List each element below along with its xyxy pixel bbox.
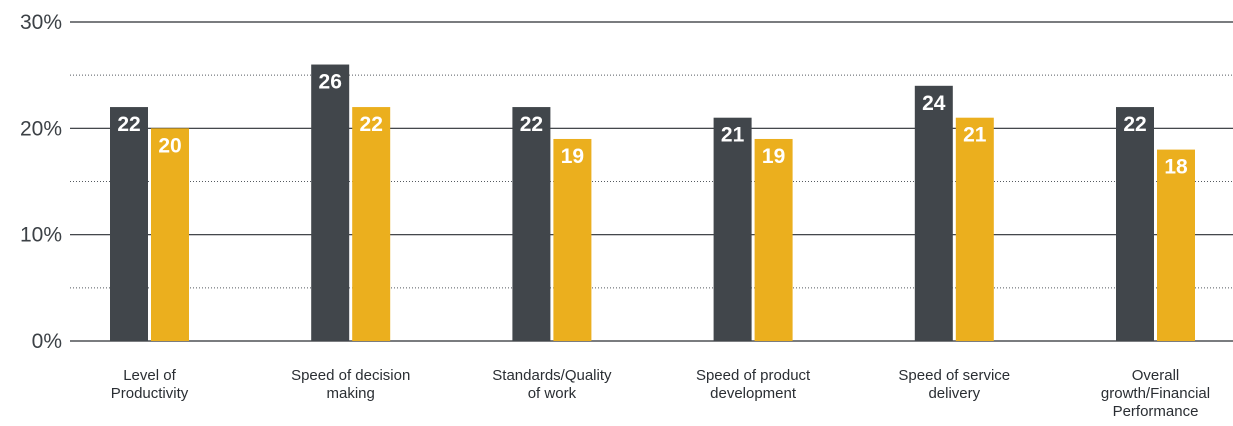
x-category-label: Level of Productivity xyxy=(111,367,189,402)
bar-series1-5 xyxy=(1116,107,1154,341)
x-category-label-line: delivery xyxy=(928,385,980,402)
bar-value-label: 19 xyxy=(561,145,584,168)
x-category-label: Speed of product development xyxy=(696,367,811,402)
x-category-label-line: Speed of decision xyxy=(291,367,410,384)
bars xyxy=(110,64,1195,342)
bar-series2-1 xyxy=(352,107,391,341)
y-axis-tick-labels: 0% 10% 20% 30% xyxy=(20,11,62,353)
bar-series1-1 xyxy=(311,64,350,342)
x-category-label: Speed of service delivery xyxy=(898,367,1010,402)
x-category-label-line: making xyxy=(327,385,375,402)
bar-series2-5 xyxy=(1157,149,1195,341)
x-category-label: Speed of decision making xyxy=(291,367,410,402)
x-category-label-line: Speed of service xyxy=(898,367,1010,384)
bar-series2-4 xyxy=(955,117,994,341)
x-category-label: Overall growth/Financial Performance xyxy=(1101,367,1210,420)
bar-series1-3 xyxy=(713,117,752,341)
x-axis-category-labels: Level of Productivity Speed of decision mak… xyxy=(111,367,1210,420)
x-category-label-line: growth/Financial xyxy=(1101,385,1210,402)
bar-series2-3 xyxy=(754,138,793,341)
bar-series1-4 xyxy=(914,85,953,341)
bar-value-label: 20 xyxy=(158,134,181,157)
bar-series2-2 xyxy=(553,138,592,341)
y-tick-label: 20% xyxy=(20,117,62,140)
bar-value-label: 26 xyxy=(319,71,342,94)
y-tick-label: 10% xyxy=(20,224,62,247)
bar-value-label: 24 xyxy=(922,92,946,115)
bar-value-label: 19 xyxy=(762,145,785,168)
bar-series1-2 xyxy=(512,107,551,341)
x-category-label-line: Level of xyxy=(123,367,176,384)
x-category-label-line: of work xyxy=(528,385,577,402)
bar-series2-0 xyxy=(151,128,189,341)
x-category-label-line: Performance xyxy=(1113,403,1199,420)
bar-value-label: 22 xyxy=(117,113,140,136)
bar-series1-0 xyxy=(110,107,148,341)
x-category-label-line: Productivity xyxy=(111,385,189,402)
x-category-label-line: Speed of product xyxy=(696,367,811,384)
bar-value-label: 18 xyxy=(1164,156,1188,179)
bar-value-labels: 22 20 26 22 22 19 21 19 24 21 22 18 xyxy=(117,71,1188,179)
bar-value-label: 21 xyxy=(721,124,745,147)
y-tick-label: 0% xyxy=(32,330,62,353)
gridlines xyxy=(70,21,1233,342)
bar-value-label: 22 xyxy=(1123,113,1146,136)
bar-value-label: 21 xyxy=(963,124,987,147)
x-category-label-line: development xyxy=(710,385,797,402)
bar-value-label: 22 xyxy=(520,113,543,136)
bar-value-label: 22 xyxy=(360,113,383,136)
x-category-label-line: Overall xyxy=(1132,367,1180,384)
x-category-label: Standards/Quality of work xyxy=(492,367,612,402)
y-tick-label: 30% xyxy=(20,11,62,34)
x-category-label-line: Standards/Quality xyxy=(492,367,612,384)
